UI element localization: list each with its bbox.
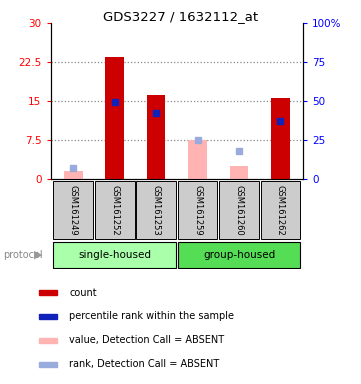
Bar: [39, 314, 57, 319]
Bar: [147, 94, 165, 179]
Text: group-housed: group-housed: [203, 250, 275, 260]
Text: value, Detection Call = ABSENT: value, Detection Call = ABSENT: [69, 336, 225, 346]
Text: GSM161262: GSM161262: [276, 185, 285, 236]
FancyBboxPatch shape: [178, 242, 300, 268]
Text: single-housed: single-housed: [78, 250, 151, 260]
Bar: [188, 140, 207, 179]
Text: rank, Detection Call = ABSENT: rank, Detection Call = ABSENT: [69, 359, 220, 369]
FancyBboxPatch shape: [53, 242, 176, 268]
Text: ▶: ▶: [34, 250, 42, 260]
Bar: [39, 362, 57, 367]
Bar: [230, 166, 248, 179]
Text: GSM161249: GSM161249: [69, 185, 78, 235]
FancyBboxPatch shape: [53, 181, 93, 239]
Bar: [271, 98, 290, 179]
Text: GSM161252: GSM161252: [110, 185, 119, 235]
Bar: [39, 290, 57, 295]
FancyBboxPatch shape: [219, 181, 259, 239]
Bar: [64, 171, 83, 179]
Text: percentile rank within the sample: percentile rank within the sample: [69, 311, 234, 321]
Text: GSM161260: GSM161260: [235, 185, 244, 236]
Text: GSM161259: GSM161259: [193, 185, 202, 235]
Bar: [105, 57, 124, 179]
Text: count: count: [69, 288, 97, 298]
Text: protocol: protocol: [4, 250, 43, 260]
FancyBboxPatch shape: [178, 181, 217, 239]
Bar: [39, 338, 57, 343]
FancyBboxPatch shape: [261, 181, 300, 239]
FancyBboxPatch shape: [136, 181, 176, 239]
FancyBboxPatch shape: [95, 181, 135, 239]
Text: GSM161253: GSM161253: [152, 185, 161, 236]
Text: GDS3227 / 1632112_at: GDS3227 / 1632112_at: [103, 10, 258, 23]
